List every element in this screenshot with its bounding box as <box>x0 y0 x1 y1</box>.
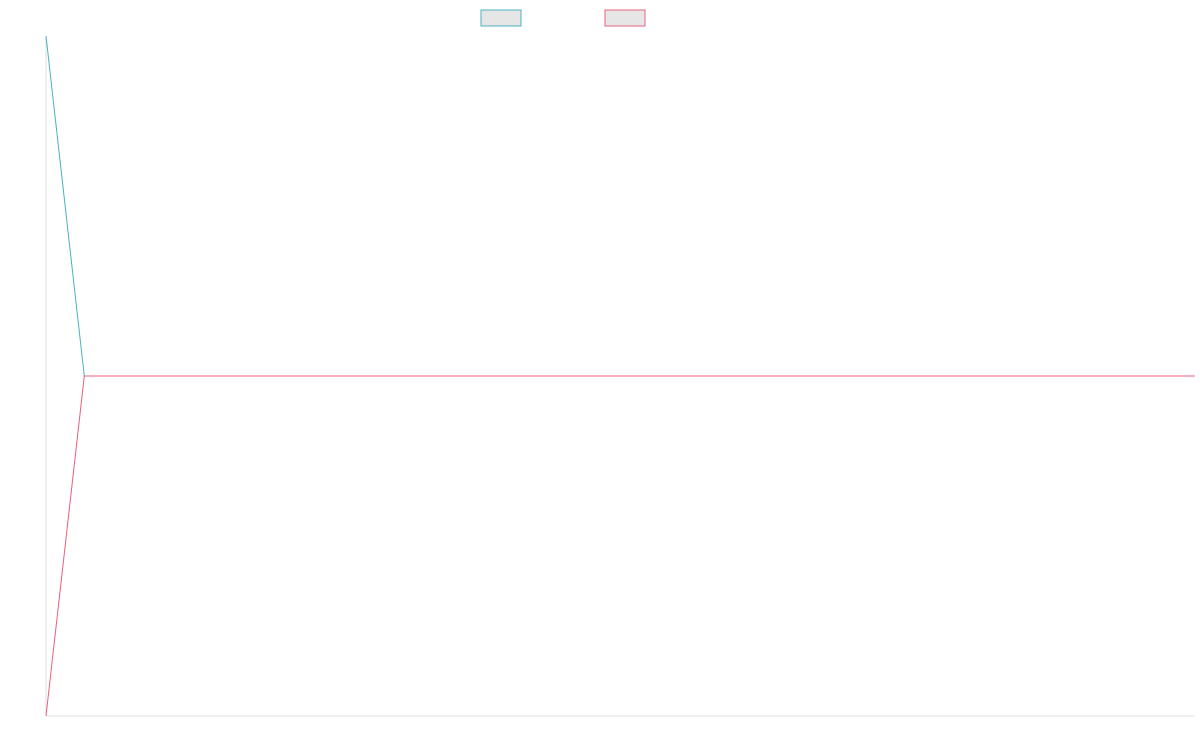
legend[interactable] <box>480 9 646 27</box>
legend-swatch-1[interactable] <box>480 9 522 27</box>
legend-swatch-2[interactable] <box>604 9 646 27</box>
series-line-1 <box>45 35 1195 377</box>
axes <box>45 36 1195 717</box>
series-layer <box>45 35 1195 717</box>
series-line-2 <box>45 375 1195 717</box>
